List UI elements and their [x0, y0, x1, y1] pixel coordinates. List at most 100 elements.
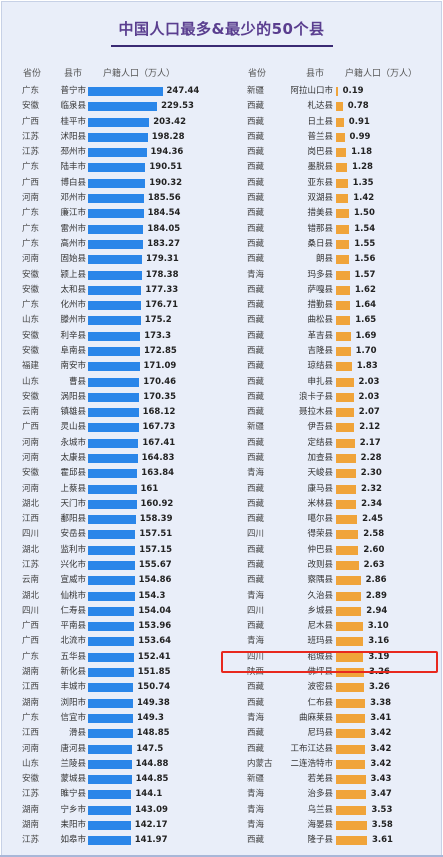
value-label: 1.83 — [356, 361, 378, 372]
table-row: 西藏 米林县 2.34 — [0, 499, 443, 509]
bar-right — [336, 163, 347, 173]
province-label: 湖北 — [22, 590, 40, 601]
province-label: 安徽 — [22, 101, 40, 112]
bar-right — [336, 270, 350, 280]
value-label: 198.28 — [151, 131, 185, 142]
value-label: 3.43 — [370, 774, 392, 784]
table-row: 福建 南安市 171.09 — [0, 361, 443, 372]
table-row: 江苏 睢宁县 144.1 — [0, 789, 443, 800]
value-label: 190.51 — [149, 162, 183, 173]
province-label: 云南 — [22, 575, 40, 586]
table-row: 江西 鄱阳县 158.39 — [0, 514, 443, 525]
bar-right — [336, 561, 359, 570]
bar-left — [88, 163, 146, 173]
county-label: 波密县 — [307, 682, 333, 693]
province-label: 湖北 — [22, 498, 40, 509]
county-label: 二连浩特市 — [290, 758, 333, 769]
bar-right — [336, 484, 356, 494]
table-row: 西藏 措勤县 1.64 — [0, 300, 443, 311]
province-label: 广东 — [22, 238, 40, 249]
table-row: 西藏 曲松县 1.65 — [0, 315, 443, 326]
table-row: 湖北 天门市 160.92 — [0, 499, 443, 509]
bar-right — [336, 178, 348, 188]
province-label: 安徽 — [22, 468, 40, 479]
value-label: 154.3 — [138, 590, 166, 601]
table-row: 广西 北流市 153.64 — [0, 636, 443, 647]
value-label: 2.58 — [363, 529, 385, 540]
value-label: 144.85 — [135, 774, 169, 784]
value-label: 179.31 — [146, 254, 179, 265]
province-label: 西藏 — [247, 238, 265, 249]
value-label: 147.5 — [136, 743, 164, 754]
province-label: 山东 — [22, 758, 40, 769]
county-label: 太康县 — [60, 453, 86, 463]
county-label: 隆子县 — [307, 835, 333, 846]
bar-right — [336, 683, 364, 693]
province-label: 西藏 — [247, 498, 265, 509]
county-label: 仙桃市 — [60, 590, 86, 601]
county-label: 聂拉木县 — [298, 407, 333, 418]
value-label: 164.83 — [141, 453, 175, 463]
value-label: 185.56 — [147, 193, 181, 203]
bar-left — [88, 178, 146, 188]
bar-left — [88, 331, 141, 341]
table-row: 西藏 仲巴县 2.60 — [0, 545, 443, 555]
value-label: 3.38 — [370, 697, 392, 708]
table-row: 青海 班玛县 3.16 — [0, 636, 443, 647]
county-label: 化州市 — [60, 300, 86, 311]
county-label: 新化县 — [60, 667, 86, 677]
county-label: 安岳县 — [60, 529, 86, 540]
county-label: 得荣县 — [307, 529, 333, 540]
province-label: 青海 — [247, 636, 265, 647]
bar-right — [336, 346, 351, 356]
county-label: 加查县 — [307, 453, 333, 463]
value-label: 143.09 — [135, 804, 168, 815]
value-label: 153.96 — [138, 621, 172, 632]
province-label: 西藏 — [247, 101, 265, 112]
bar-right — [336, 637, 364, 647]
table-row: 新疆 阿拉山口市 0.19 — [0, 86, 443, 96]
county-label: 沭阳县 — [60, 131, 86, 142]
table-row: 河南 太康县 164.83 — [0, 453, 443, 463]
bar-left — [88, 87, 163, 96]
value-label: 2.17 — [359, 437, 381, 448]
province-label: 广东 — [22, 223, 40, 234]
value-label: 157.51 — [139, 529, 173, 540]
table-row: 安徽 阜南县 172.85 — [0, 346, 443, 356]
bar-left — [88, 392, 140, 402]
table-row: 西藏 加查县 2.28 — [0, 453, 443, 463]
table-row: 西藏 聂拉木县 2.07 — [0, 407, 443, 418]
county-label: 镇雄县 — [60, 407, 86, 418]
table-row: 江西 丰城市 150.74 — [0, 682, 443, 693]
county-label: 米林县 — [307, 498, 333, 509]
value-label: 170.46 — [143, 376, 177, 387]
province-label: 河南 — [22, 254, 40, 265]
bar-left — [88, 285, 142, 295]
county-label: 北流市 — [60, 636, 86, 647]
value-label: 175.2 — [144, 315, 172, 326]
table-row: 安徽 颍上县 178.38 — [0, 270, 443, 280]
county-label: 若羌县 — [307, 774, 333, 784]
table-row: 广东 信宜市 149.3 — [0, 713, 443, 723]
table-row: 西藏 桑日县 1.55 — [0, 239, 443, 249]
bar-left — [88, 545, 136, 555]
table-row: 西藏 措美县 1.50 — [0, 208, 443, 219]
bar-right — [336, 698, 366, 708]
county-label: 革吉县 — [307, 330, 333, 341]
bar-left — [88, 637, 135, 647]
table-row: 西藏 琼结县 1.83 — [0, 361, 443, 372]
bar-left — [88, 423, 139, 433]
county-label: 乌兰县 — [307, 804, 333, 815]
right-header-county: 县市 — [306, 69, 325, 79]
value-label: 2.03 — [358, 391, 380, 402]
province-label: 广西 — [22, 636, 40, 647]
bar-right — [336, 469, 356, 479]
table-row: 青海 海晏县 3.58 — [0, 820, 443, 830]
province-label: 西藏 — [247, 193, 265, 203]
bar-right — [336, 377, 354, 387]
value-label: 141.97 — [134, 835, 168, 846]
county-label: 天峻县 — [307, 468, 333, 479]
table-row: 湖南 浏阳市 149.38 — [0, 698, 443, 708]
bar-left — [88, 499, 137, 509]
